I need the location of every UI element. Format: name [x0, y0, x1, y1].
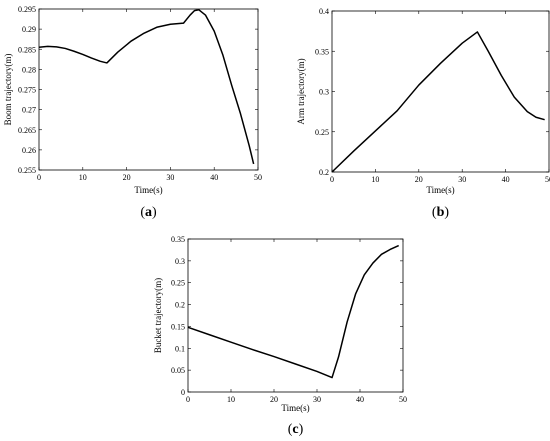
y-tick-label: 0.05 — [171, 366, 185, 375]
panel-label: (b) — [432, 205, 449, 220]
y-tick-label: 0.275 — [18, 86, 36, 95]
y-tick-label: 0.295 — [18, 5, 36, 14]
x-tick-label: 0 — [186, 395, 190, 404]
y-tick-label: 0.285 — [18, 45, 36, 54]
y-tick-label: 0.1 — [175, 344, 185, 353]
y-tick-label: 0.255 — [18, 166, 36, 175]
y-tick-label: 0.26 — [22, 146, 36, 155]
panel-a: 0 10 20 30 40 50 0.255 0.26 0.265 0.27 0.275 0.28 0.… — [3, 5, 262, 220]
y-tick-label: 0.4 — [319, 7, 329, 16]
y-tick-label: 0.265 — [18, 126, 36, 135]
plot-frame — [38, 8, 259, 171]
plot-frame — [187, 238, 404, 393]
x-tick-label: 20 — [270, 395, 278, 404]
y-axis-label: Bucket trajectory(m) — [153, 278, 163, 353]
x-tick-label: 0 — [37, 173, 41, 182]
y-tick-label: 0.25 — [315, 128, 329, 137]
x-axis-label: Time(s) — [281, 403, 309, 413]
y-tick-label: 0.29 — [22, 25, 36, 34]
x-tick-label: 20 — [123, 173, 131, 182]
y-tick-label: 0.3 — [175, 257, 185, 266]
x-tick-label: 40 — [502, 175, 510, 184]
y-tick-label: 0 — [181, 388, 185, 397]
y-axis-label: Boom trajectory(m) — [3, 54, 13, 126]
x-tick-label: 40 — [210, 173, 218, 182]
x-tick-label: 10 — [227, 395, 235, 404]
series-line — [331, 31, 545, 173]
y-tick-label: 0.25 — [171, 279, 185, 288]
x-tick-label: 50 — [399, 395, 407, 404]
x-tick-label: 30 — [166, 173, 174, 182]
x-axis-label: Time(s) — [426, 185, 454, 195]
series-line — [187, 244, 400, 379]
x-tick-label: 10 — [371, 175, 379, 184]
x-tick-label: 40 — [356, 395, 364, 404]
y-axis-label: Arm trajectory(m) — [296, 58, 306, 124]
x-axis-label: Time(s) — [134, 185, 162, 195]
y-tick-label: 0.35 — [171, 235, 185, 244]
y-tick-label: 0.3 — [319, 88, 329, 97]
x-tick-label: 20 — [415, 175, 423, 184]
series-line — [38, 9, 255, 165]
x-tick-label: 50 — [545, 175, 550, 184]
y-tick-label: 0.27 — [22, 106, 36, 115]
x-tick-label: 0 — [330, 175, 334, 184]
plot-frame — [331, 10, 550, 173]
y-tick-label: 0.35 — [315, 47, 329, 56]
panel-b: 0 10 20 30 40 50 0.2 0.25 0.3 0.35 0.4 Time(s) Arm t… — [296, 7, 550, 220]
x-tick-label: 10 — [79, 173, 87, 182]
y-tick-label: 0.28 — [22, 65, 36, 74]
y-tick-label: 0.2 — [175, 301, 185, 310]
y-tick-label: 0.2 — [319, 168, 329, 177]
y-tick-label: 0.15 — [171, 322, 185, 331]
x-tick-label: 30 — [313, 395, 321, 404]
panel-label: (c) — [288, 422, 304, 437]
panel-label: (a) — [140, 205, 157, 220]
x-tick-label: 50 — [254, 173, 262, 182]
panel-c: 0 10 20 30 40 50 0 0.05 0.1 0.15 0.2 0.25 0.3 0.35 Tim… — [153, 235, 407, 437]
x-tick-label: 30 — [458, 175, 466, 184]
